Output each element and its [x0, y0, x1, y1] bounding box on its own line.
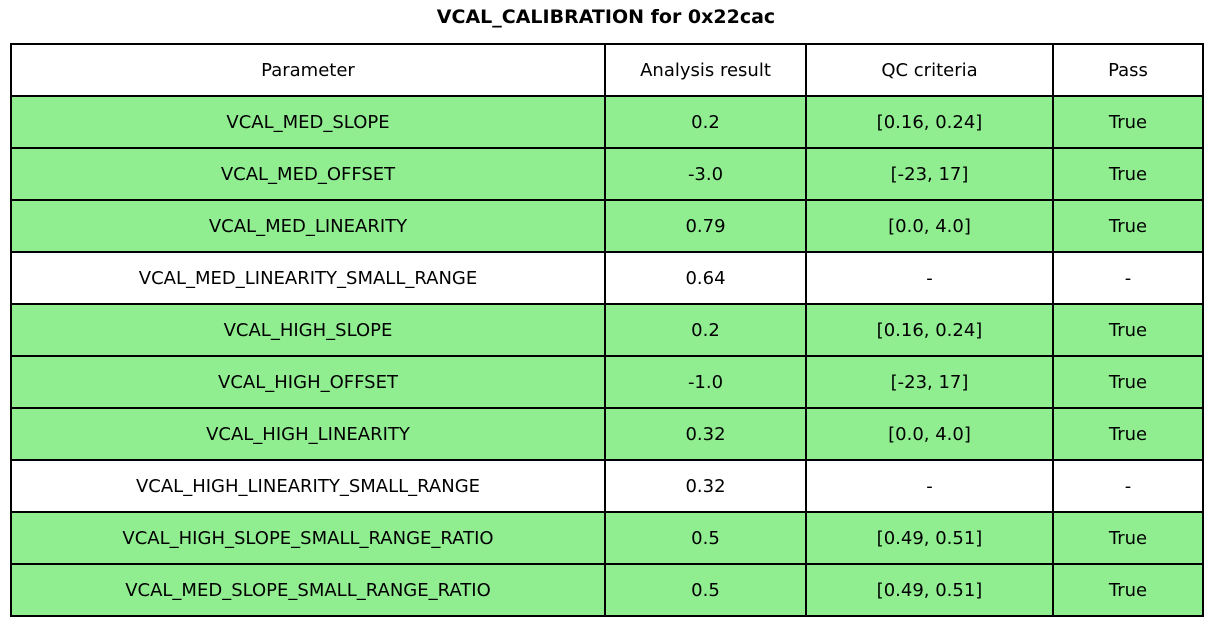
cell-pass: True	[1052, 407, 1204, 461]
cell-parameter: VCAL_MED_SLOPE	[10, 95, 606, 149]
cell-pass: True	[1052, 199, 1204, 253]
column-header-qc-criteria: QC criteria	[805, 43, 1054, 97]
cell-pass: True	[1052, 303, 1204, 357]
cell-pass: True	[1052, 563, 1204, 617]
cell-parameter: VCAL_HIGH_LINEARITY	[10, 407, 606, 461]
table-row: VCAL_HIGH_SLOPE 0.2 [0.16, 0.24] True	[10, 303, 1204, 357]
cell-pass: -	[1052, 251, 1204, 305]
cell-qc-criteria: [0.0, 4.0]	[805, 199, 1054, 253]
cell-parameter: VCAL_HIGH_SLOPE	[10, 303, 606, 357]
cell-qc-criteria: -	[805, 459, 1054, 513]
table-header-row: Parameter Analysis result QC criteria Pa…	[10, 43, 1204, 97]
cell-parameter: VCAL_MED_SLOPE_SMALL_RANGE_RATIO	[10, 563, 606, 617]
table-row: VCAL_HIGH_LINEARITY_SMALL_RANGE 0.32 - -	[10, 459, 1204, 513]
cell-analysis-result: -3.0	[604, 147, 807, 201]
cell-analysis-result: 0.5	[604, 563, 807, 617]
cell-pass: True	[1052, 355, 1204, 409]
cell-qc-criteria: [0.16, 0.24]	[805, 303, 1054, 357]
cell-analysis-result: -1.0	[604, 355, 807, 409]
cell-parameter: VCAL_HIGH_OFFSET	[10, 355, 606, 409]
table-row: VCAL_MED_LINEARITY 0.79 [0.0, 4.0] True	[10, 199, 1204, 253]
cell-analysis-result: 0.32	[604, 459, 807, 513]
table-row: VCAL_MED_SLOPE_SMALL_RANGE_RATIO 0.5 [0.…	[10, 563, 1204, 617]
cell-pass: -	[1052, 459, 1204, 513]
cell-analysis-result: 0.2	[604, 303, 807, 357]
cell-pass: True	[1052, 147, 1204, 201]
cell-analysis-result: 0.2	[604, 95, 807, 149]
column-header-pass: Pass	[1052, 43, 1204, 97]
cell-parameter: VCAL_MED_LINEARITY	[10, 199, 606, 253]
cell-analysis-result: 0.32	[604, 407, 807, 461]
cell-parameter: VCAL_HIGH_LINEARITY_SMALL_RANGE	[10, 459, 606, 513]
figure-title: VCAL_CALIBRATION for 0x22cac	[436, 6, 776, 28]
cell-qc-criteria: [0.49, 0.51]	[805, 511, 1054, 565]
table-row: VCAL_HIGH_LINEARITY 0.32 [0.0, 4.0] True	[10, 407, 1204, 461]
table-row: VCAL_MED_SLOPE 0.2 [0.16, 0.24] True	[10, 95, 1204, 149]
cell-analysis-result: 0.5	[604, 511, 807, 565]
cell-analysis-result: 0.79	[604, 199, 807, 253]
column-header-analysis-result: Analysis result	[604, 43, 807, 97]
column-header-parameter: Parameter	[10, 43, 606, 97]
table-row: VCAL_MED_LINEARITY_SMALL_RANGE 0.64 - -	[10, 251, 1204, 305]
cell-qc-criteria: [0.49, 0.51]	[805, 563, 1054, 617]
cell-parameter: VCAL_MED_LINEARITY_SMALL_RANGE	[10, 251, 606, 305]
figure-canvas: VCAL_CALIBRATION for 0x22cac Parameter A…	[10, 6, 1204, 617]
qc-results-table: Parameter Analysis result QC criteria Pa…	[10, 43, 1204, 617]
cell-parameter: VCAL_MED_OFFSET	[10, 147, 606, 201]
cell-qc-criteria: [-23, 17]	[805, 355, 1054, 409]
cell-qc-criteria: [0.0, 4.0]	[805, 407, 1054, 461]
cell-qc-criteria: [-23, 17]	[805, 147, 1054, 201]
cell-pass: True	[1052, 511, 1204, 565]
cell-pass: True	[1052, 95, 1204, 149]
cell-parameter: VCAL_HIGH_SLOPE_SMALL_RANGE_RATIO	[10, 511, 606, 565]
cell-qc-criteria: [0.16, 0.24]	[805, 95, 1054, 149]
cell-analysis-result: 0.64	[604, 251, 807, 305]
cell-qc-criteria: -	[805, 251, 1054, 305]
table-row: VCAL_HIGH_OFFSET -1.0 [-23, 17] True	[10, 355, 1204, 409]
table-row: VCAL_HIGH_SLOPE_SMALL_RANGE_RATIO 0.5 [0…	[10, 511, 1204, 565]
table-row: VCAL_MED_OFFSET -3.0 [-23, 17] True	[10, 147, 1204, 201]
